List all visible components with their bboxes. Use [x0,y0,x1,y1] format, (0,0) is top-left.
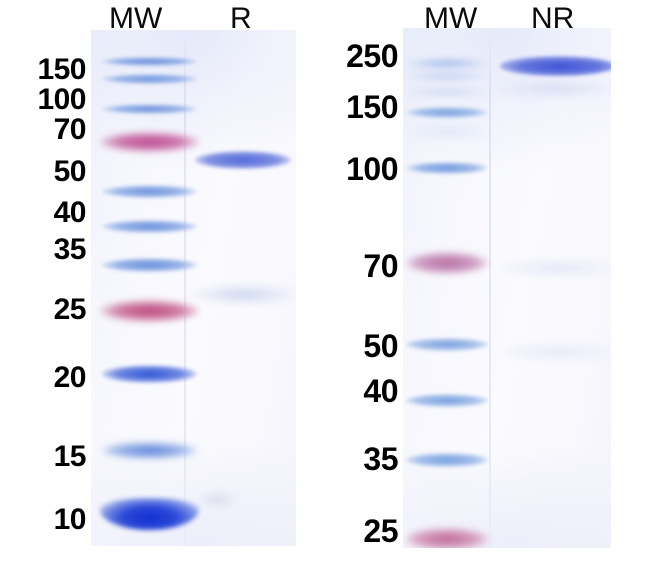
ladder-band-50-right [406,338,488,351]
left-mw-label-70: 70 [53,113,87,146]
right-mw-label-50: 50 [363,328,398,364]
gel-background-right [403,28,611,548]
ladder-band-100-right [407,162,487,174]
left-mw-label-150: 150 [37,53,86,86]
sample-band-nr-faint-45 [498,346,611,358]
ladder-band-120 [407,127,487,136]
right-mw-label-250: 250 [346,38,398,74]
ladder-band-35-right [406,453,488,467]
ladder-band-70 [100,132,199,152]
left-mw-label-25: 25 [53,293,87,326]
sample-band-nr-faint-160 [498,83,611,94]
lane-divider-left [184,30,186,546]
gel-panel-right [403,28,611,548]
ladder-band-20 [102,365,197,383]
ladder-band-250-secondary [407,72,487,80]
sample-band-r-smudge [199,496,237,503]
ladder-band-15 [102,442,197,459]
sample-band-r-faint-27 [191,288,295,301]
ladder-band-250 [407,59,487,68]
left-mw-label-100: 100 [37,83,86,116]
left-mw-label-10: 10 [53,503,87,536]
right-mw-label-35: 35 [363,441,398,477]
right-mw-label-150: 150 [346,89,398,125]
left-mw-label-35: 35 [53,233,87,266]
ladder-band-25-right [406,528,488,548]
ladder-band-40-right [406,394,488,407]
right-mw-label-25: 25 [363,513,398,549]
ladder-band-10 [100,498,199,530]
left-mw-label-15: 15 [53,440,87,473]
ladder-band-100 [102,74,197,84]
sample-band-nr-main [500,56,611,76]
ladder-band-70-right [406,252,488,274]
ladder-band-150-right [407,107,487,118]
ladder-band-50 [102,185,197,198]
left-mw-label-20: 20 [53,361,87,394]
ladder-band-200 [407,88,487,96]
right-mw-label-100: 100 [346,151,398,187]
ladder-band-150 [102,57,197,66]
left-mw-label-50: 50 [53,155,87,188]
right-mw-label-70: 70 [363,248,398,284]
lane-divider-right [489,28,491,548]
left-mw-lane-header: MW [109,2,163,35]
sample-band-r-main [195,151,291,169]
ladder-band-35 [102,258,197,272]
ladder-band-70-upper-blue [102,104,197,114]
sample-band-nr-faint-72 [498,262,611,274]
ladder-band-40 [102,220,197,233]
ladder-band-25 [100,300,199,322]
right-mw-label-40: 40 [363,373,398,409]
gel-panel-left [91,30,296,546]
left-sample-lane-header: R [230,2,252,35]
left-mw-label-40: 40 [53,196,87,229]
